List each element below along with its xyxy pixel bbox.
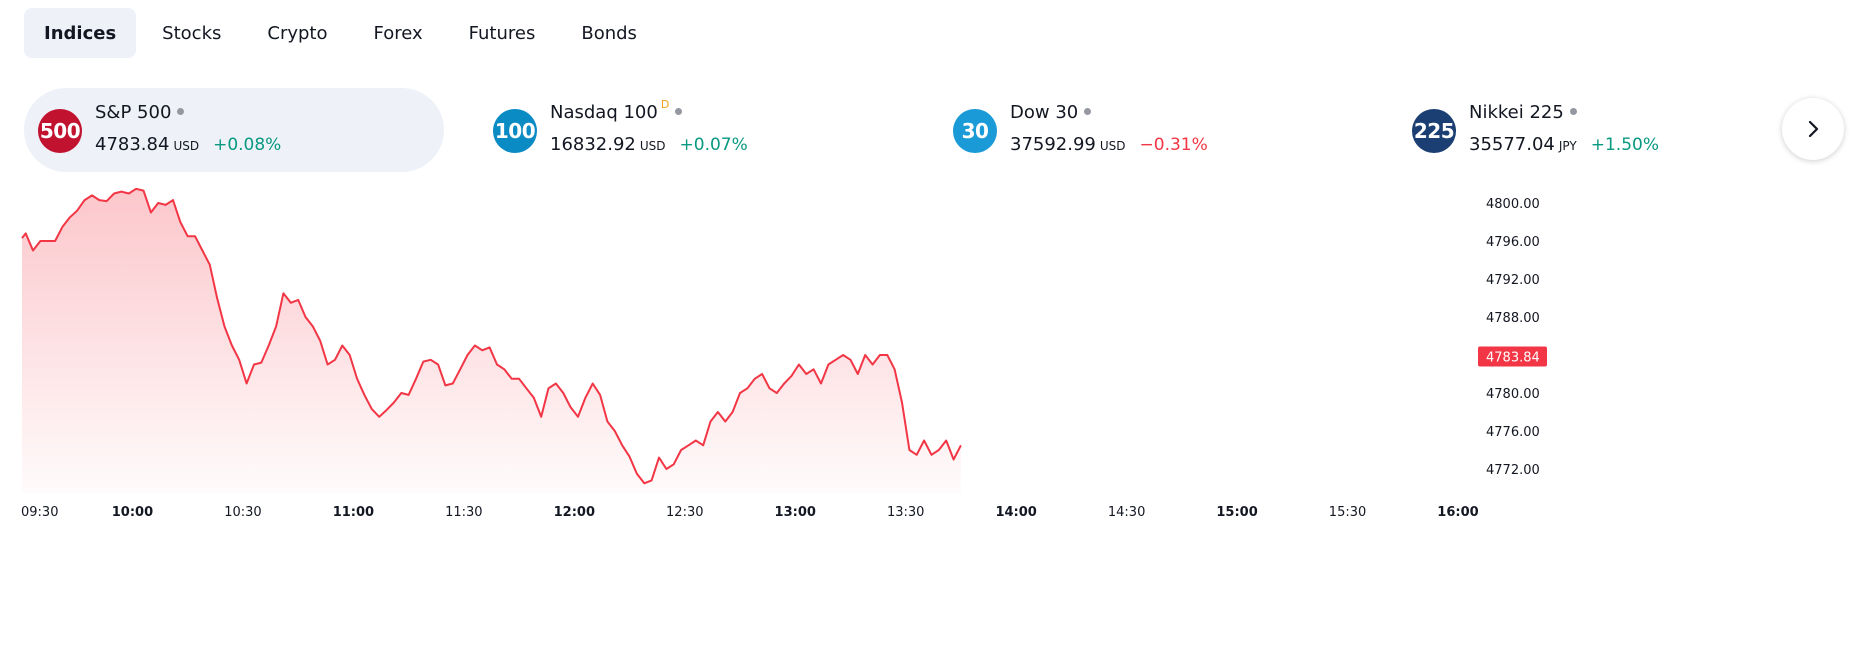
index-price: 4783.84 xyxy=(95,134,170,155)
x-tick-label: 16:00 xyxy=(1437,505,1478,520)
x-tick-label: 15:30 xyxy=(1329,505,1366,520)
market-status-dot-icon xyxy=(675,107,683,115)
index-change: +0.08% xyxy=(213,135,282,155)
index-card-225[interactable]: 225 Nikkei 225 35577.04 JPY +1.50% xyxy=(1398,88,1818,172)
index-logo: 30 xyxy=(953,109,997,153)
index-logo: 500 xyxy=(38,109,82,153)
x-tick-label: 11:30 xyxy=(445,505,482,520)
index-card-100[interactable]: 100 Nasdaq 100 D 16832.92 USD +0.07% xyxy=(479,88,899,172)
tab-crypto[interactable]: Crypto xyxy=(267,22,328,44)
last-price-tag xyxy=(1478,346,1547,367)
index-price: 37592.99 xyxy=(1010,134,1096,155)
index-name-row: Nikkei 225 xyxy=(1469,102,1577,123)
last-price-label: 4783.84 xyxy=(1486,351,1540,366)
index-name: Dow 30 xyxy=(1010,102,1079,123)
next-button[interactable] xyxy=(1782,98,1844,160)
x-tick-label: 10:30 xyxy=(224,505,261,520)
x-tick-label: 11:00 xyxy=(333,505,374,520)
index-currency: JPY xyxy=(1558,139,1577,153)
chevron-right-icon xyxy=(1808,120,1819,138)
market-status-dot-icon xyxy=(1569,107,1577,115)
y-tick-label: 4776.00 xyxy=(1486,425,1540,440)
x-tick-label: 12:30 xyxy=(666,505,703,520)
x-tick-label: 10:00 xyxy=(112,505,153,520)
index-card-30[interactable]: 30 Dow 30 37592.99 USD −0.31% xyxy=(939,88,1359,172)
tab-forex[interactable]: Forex xyxy=(373,22,423,44)
tab-stocks[interactable]: Stocks xyxy=(162,22,222,44)
index-currency: USD xyxy=(1099,139,1126,153)
index-name-row: Nasdaq 100 D xyxy=(550,98,683,123)
index-name: S&P 500 xyxy=(95,102,172,123)
y-tick-label: 4788.00 xyxy=(1486,311,1540,326)
y-tick-label: 4780.00 xyxy=(1486,387,1540,402)
x-tick-label: 13:00 xyxy=(775,505,816,520)
x-tick-label: 14:00 xyxy=(995,505,1036,520)
index-change: −0.31% xyxy=(1139,135,1208,155)
y-tick-label: 4800.00 xyxy=(1486,197,1540,212)
index-quote-row: 37592.99 USD −0.31% xyxy=(1010,134,1208,155)
market-tabs: Indices Stocks Crypto Forex Futures Bonds xyxy=(24,8,663,58)
index-card-500[interactable]: 500 S&P 500 4783.84 USD +0.08% xyxy=(24,88,444,172)
tab-bonds[interactable]: Bonds xyxy=(581,22,637,44)
x-tick-label: 13:30 xyxy=(887,505,924,520)
index-logo: 100 xyxy=(493,109,537,153)
x-tick-label: 09:30 xyxy=(21,505,58,520)
y-tick-label: 4796.00 xyxy=(1486,235,1540,250)
market-status-dot-icon xyxy=(1084,107,1092,115)
index-quote-row: 16832.92 USD +0.07% xyxy=(550,134,748,155)
index-name-row: S&P 500 xyxy=(95,102,185,123)
x-tick-label: 15:00 xyxy=(1216,505,1257,520)
index-logo: 225 xyxy=(1412,109,1456,153)
x-tick-label: 12:00 xyxy=(554,505,595,520)
series-area-fill xyxy=(22,188,961,494)
index-name-row: Dow 30 xyxy=(1010,102,1092,123)
series-line xyxy=(21,187,962,485)
index-price: 35577.04 xyxy=(1469,134,1555,155)
index-quote-row: 4783.84 USD +0.08% xyxy=(95,134,281,155)
index-change: +1.50% xyxy=(1590,135,1659,155)
y-tick-label: 4772.00 xyxy=(1486,463,1540,478)
index-quote-row: 35577.04 JPY +1.50% xyxy=(1469,134,1659,155)
x-tick-label: 14:30 xyxy=(1108,505,1145,520)
tab-indices[interactable]: Indices xyxy=(24,8,137,58)
delayed-mark: D xyxy=(660,98,670,111)
index-price: 16832.92 xyxy=(550,134,636,155)
index-currency: USD xyxy=(639,139,666,153)
index-name: Nasdaq 100 xyxy=(550,102,658,123)
index-change: +0.07% xyxy=(679,135,748,155)
index-cards: 500 S&P 500 4783.84 USD +0.08% 100 Nasdaq 100 D… xyxy=(24,88,1824,172)
index-currency: USD xyxy=(173,139,200,153)
market-status-dot-icon xyxy=(177,107,185,115)
y-tick-label: 4792.00 xyxy=(1486,273,1540,288)
tab-futures[interactable]: Futures xyxy=(468,22,536,44)
index-name: Nikkei 225 xyxy=(1469,102,1564,123)
